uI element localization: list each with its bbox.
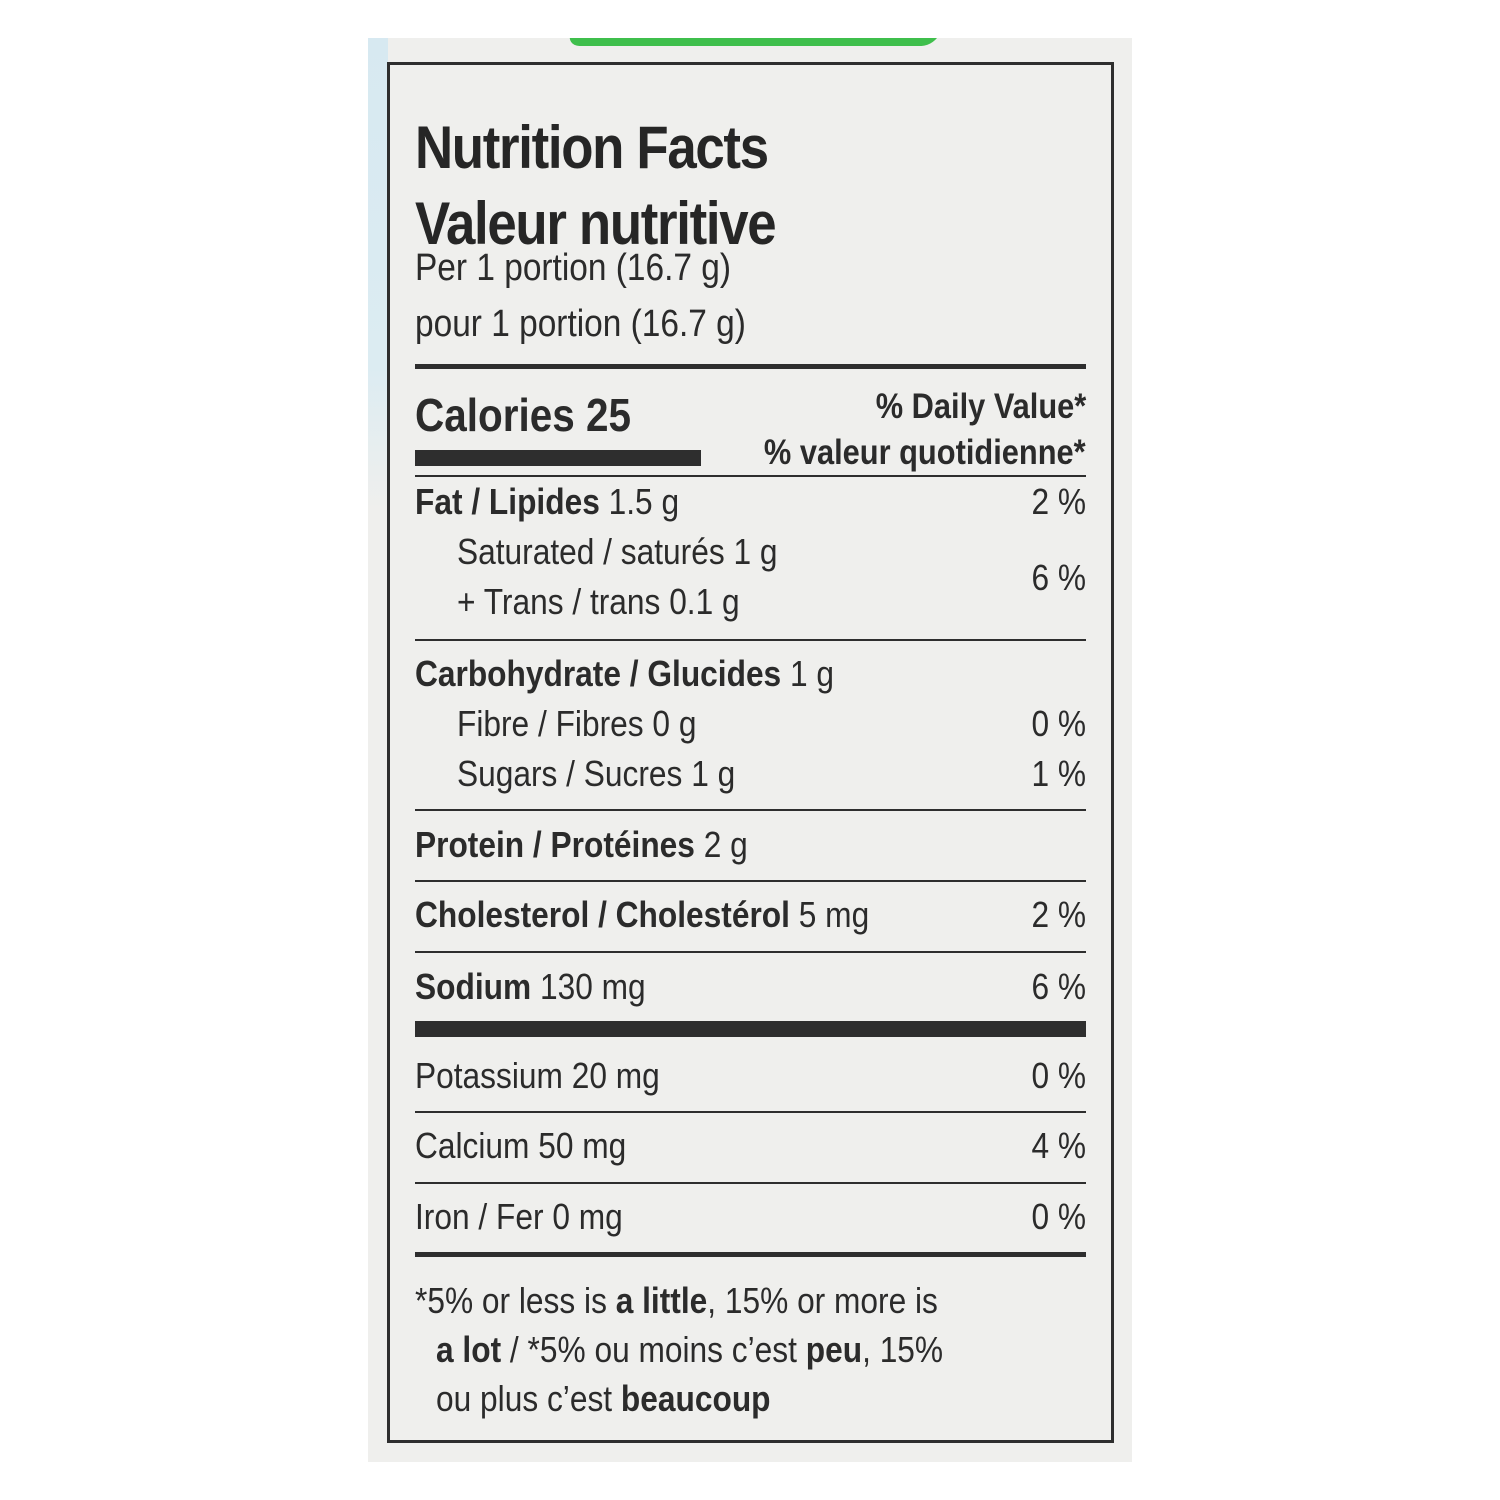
calcium-amount: 50 mg <box>538 1125 627 1166</box>
cholesterol-name: Cholesterol / Cholestérol <box>415 894 790 935</box>
rule-below-cholesterol <box>415 951 1086 953</box>
potassium-row: Potassium 20 mg <box>415 1055 660 1097</box>
sodium-daily-value: 6 % <box>1031 966 1086 1007</box>
fat-row: Fat / Lipides 1.5 g <box>415 481 679 523</box>
footnote-a-lot: a lot <box>436 1329 502 1370</box>
rule-below-potassium <box>415 1111 1086 1113</box>
serving-size-english: Per 1 portion (16.7 g) <box>415 247 732 289</box>
protein-amount: 2 g <box>703 824 748 865</box>
potassium-name: Potassium <box>415 1055 563 1096</box>
rule-below-calories <box>415 475 1086 477</box>
rule-above-footnote <box>415 1252 1086 1257</box>
footnote-text-3: / *5% ou moins c’est <box>501 1329 806 1370</box>
title-french: Valeur nutritive <box>415 190 777 257</box>
iron-name: Iron / Fer <box>415 1196 544 1237</box>
footnote-peu: peu <box>805 1329 863 1370</box>
rule-below-calcium <box>415 1182 1086 1184</box>
rule-below-protein <box>415 880 1086 882</box>
saturated-amount: 1 g <box>733 531 778 572</box>
rule-below-fat <box>415 639 1086 641</box>
cholesterol-daily-value: 2 % <box>1031 894 1086 935</box>
footnote-beaucoup: beaucoup <box>620 1378 771 1419</box>
calories-value: 25 <box>585 389 632 441</box>
sodium-row: Sodium 130 mg <box>415 966 646 1008</box>
daily-value-header-french: % valeur quotidienne* <box>764 433 1086 472</box>
cholesterol-row: Cholesterol / Cholestérol 5 mg <box>415 894 869 936</box>
sodium-amount: 130 mg <box>539 966 646 1007</box>
footnote-text-5: ou plus c’est <box>436 1378 621 1419</box>
footnote-line-3: ou plus c’est beaucoup <box>436 1374 771 1423</box>
saturated-row: Saturated / saturés 1 g <box>457 531 778 573</box>
iron-row: Iron / Fer 0 mg <box>415 1196 623 1238</box>
fat-daily-value: 2 % <box>1031 481 1086 522</box>
package-green-stripe <box>565 38 941 46</box>
carbohydrate-row: Carbohydrate / Glucides 1 g <box>415 653 834 695</box>
calories-bar <box>415 450 701 466</box>
sodium-name: Sodium <box>415 966 532 1007</box>
potassium-amount: 20 mg <box>571 1055 660 1096</box>
thick-rule-below-sodium <box>415 1021 1086 1037</box>
title-english: Nutrition Facts <box>415 114 769 181</box>
footnote-line-1: *5% or less is a little, 15% or more is <box>415 1276 938 1325</box>
footnote-a-little: a little <box>615 1280 708 1321</box>
cholesterol-amount: 5 mg <box>798 894 870 935</box>
calories-label: Calories <box>415 389 575 441</box>
protein-row: Protein / Protéines 2 g <box>415 824 748 866</box>
rule-below-carbohydrate <box>415 809 1086 811</box>
sugars-amount: 1 g <box>691 753 736 794</box>
calcium-daily-value: 4 % <box>1031 1125 1086 1166</box>
iron-daily-value: 0 % <box>1031 1196 1086 1237</box>
fat-name: Fat / Lipides <box>415 481 600 522</box>
rule-below-serving <box>415 364 1086 369</box>
serving-size-french: pour 1 portion (16.7 g) <box>415 303 746 345</box>
fat-amount: 1.5 g <box>608 481 680 522</box>
protein-name: Protein / Protéines <box>415 824 695 865</box>
fibre-row: Fibre / Fibres 0 g <box>457 703 696 745</box>
calcium-name: Calcium <box>415 1125 530 1166</box>
calories-line: Calories 25 <box>415 388 631 442</box>
saturated-trans-daily-value: 6 % <box>1031 557 1086 598</box>
package-blue-tint <box>368 38 388 508</box>
fibre-amount: 0 g <box>652 703 697 744</box>
fibre-name: Fibre / Fibres <box>457 703 644 744</box>
calcium-row: Calcium 50 mg <box>415 1125 626 1167</box>
footnote-text-1: *5% or less is <box>415 1280 616 1321</box>
footnote-text-4: , 15% <box>862 1329 944 1370</box>
carbohydrate-amount: 1 g <box>789 653 835 694</box>
trans-amount: 0.1 g <box>669 581 740 622</box>
daily-value-header-english: % Daily Value* <box>875 387 1086 426</box>
sugars-row: Sugars / Sucres 1 g <box>457 753 735 795</box>
footnote-text-2: , 15% or more is <box>707 1280 938 1321</box>
trans-row: + Trans / trans 0.1 g <box>457 581 740 623</box>
sugars-daily-value: 1 % <box>1031 753 1086 794</box>
carbohydrate-name: Carbohydrate / Glucides <box>415 653 782 694</box>
fibre-daily-value: 0 % <box>1031 703 1086 744</box>
nutrition-facts-panel: Nutrition Facts Valeur nutritive Per 1 p… <box>387 62 1114 1443</box>
iron-amount: 0 mg <box>552 1196 623 1237</box>
trans-name: + Trans / trans <box>457 581 661 622</box>
sugars-name: Sugars / Sucres <box>457 753 683 794</box>
footnote-line-2: a lot / *5% ou moins c’est peu, 15% <box>436 1325 943 1374</box>
saturated-name: Saturated / saturés <box>457 531 725 572</box>
potassium-daily-value: 0 % <box>1031 1055 1086 1096</box>
